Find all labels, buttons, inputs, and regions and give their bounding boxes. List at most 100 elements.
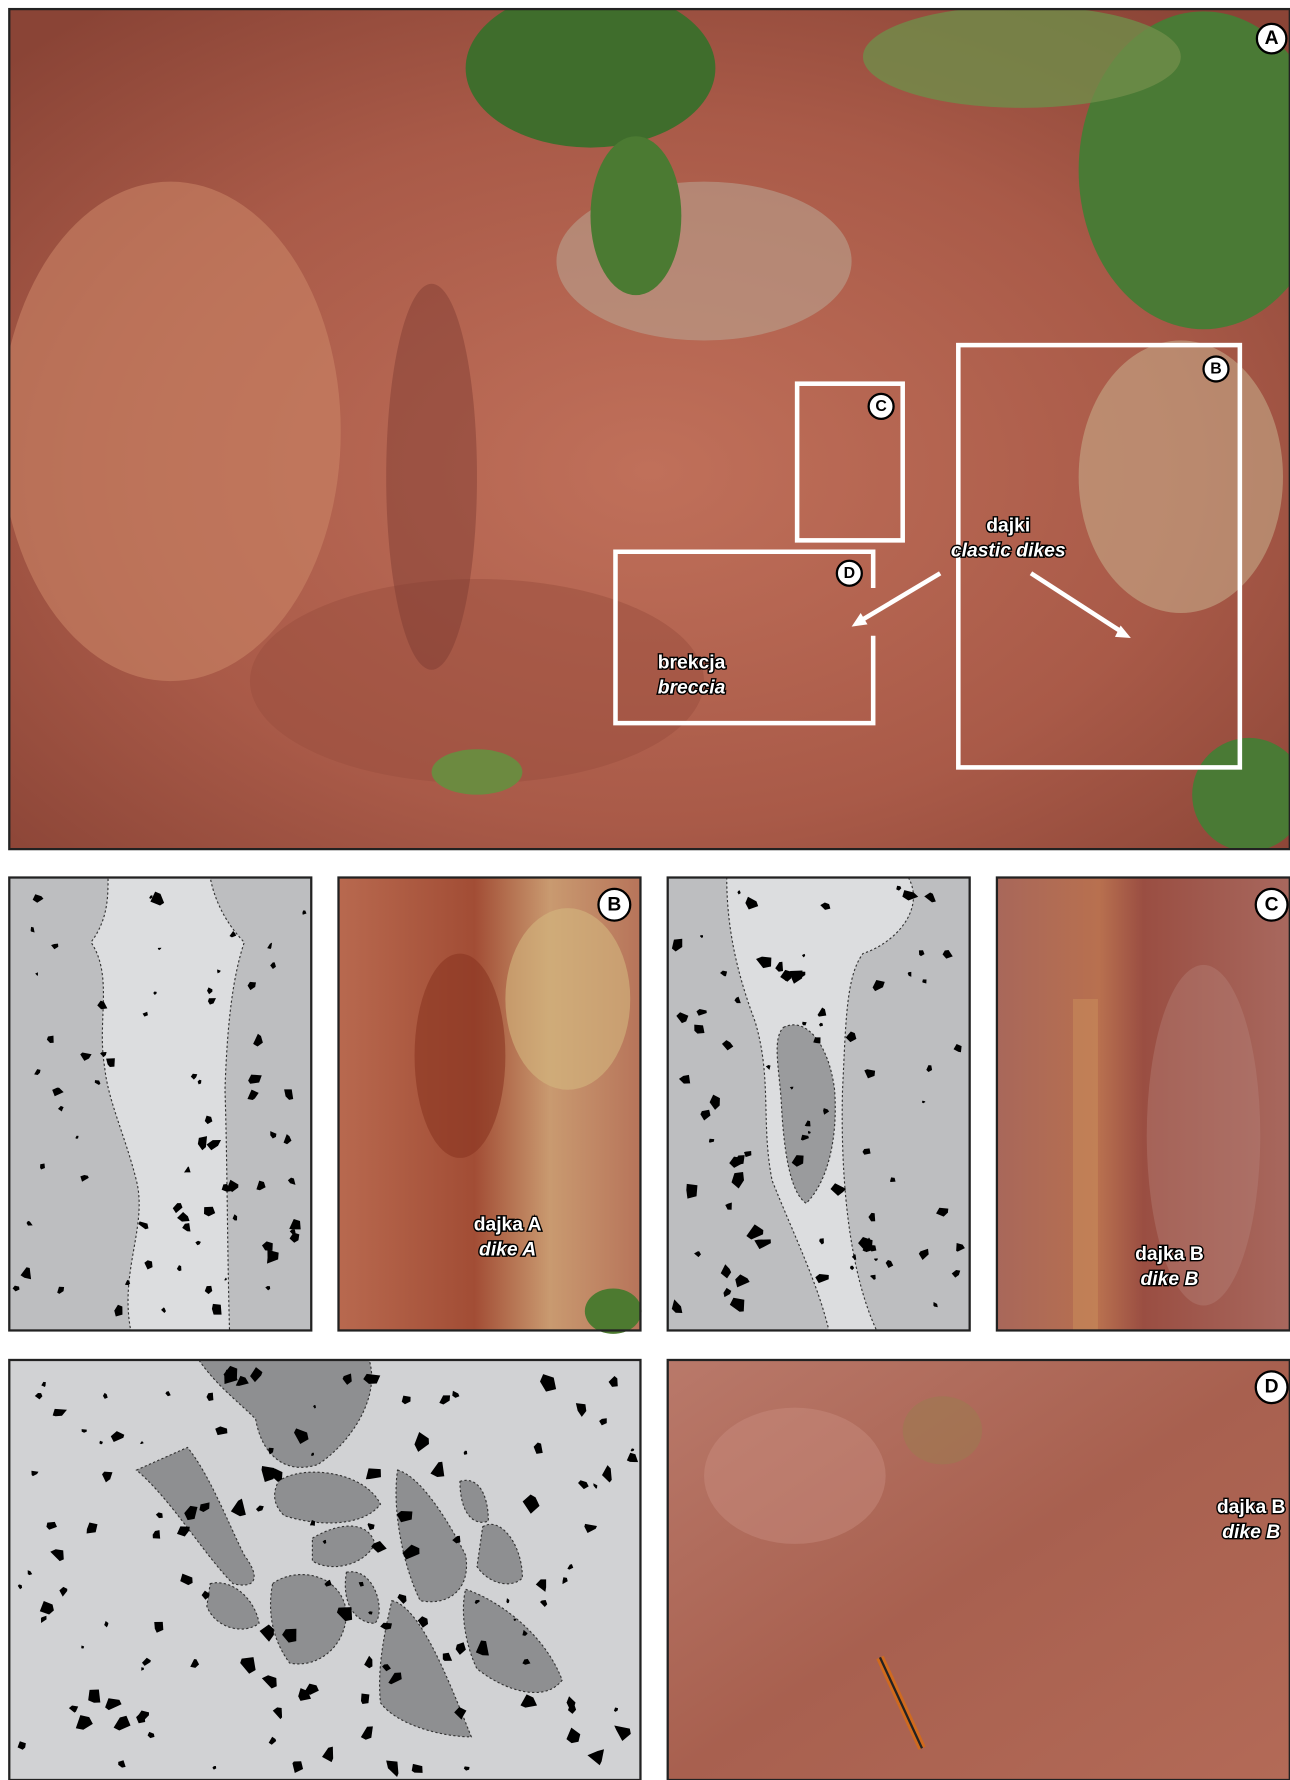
clast [12, 1285, 20, 1292]
panel-letter: D [1265, 1377, 1279, 1398]
clast [918, 950, 925, 957]
clast [155, 1512, 163, 1519]
clast [868, 1245, 877, 1252]
clast [180, 1573, 193, 1586]
clast [215, 1426, 228, 1436]
clast [858, 1237, 873, 1253]
clast [313, 1405, 317, 1409]
clast [86, 1522, 98, 1534]
clast [522, 1494, 540, 1514]
clast [106, 1058, 115, 1067]
clast [206, 1139, 222, 1151]
clast [452, 1535, 461, 1544]
clast [88, 1689, 101, 1703]
clast [696, 1008, 707, 1016]
clast [849, 1265, 855, 1271]
clast [177, 1211, 190, 1222]
clast [463, 1450, 468, 1455]
clast [80, 1175, 89, 1182]
clast [207, 987, 213, 995]
clast [533, 1442, 543, 1454]
clast [951, 1269, 961, 1278]
clast [292, 1761, 304, 1773]
clast [255, 1505, 264, 1512]
clast [35, 972, 39, 976]
clast [271, 1468, 283, 1482]
clast [735, 1274, 750, 1288]
clast [26, 1220, 33, 1226]
clast [522, 1658, 531, 1665]
clast [336, 1607, 353, 1622]
frame [337, 876, 642, 1332]
clast [745, 896, 759, 910]
clast [68, 1705, 79, 1713]
clast [867, 1237, 870, 1241]
clast [141, 1657, 151, 1666]
boxes [613, 342, 1243, 770]
marker-a: A [1255, 22, 1288, 55]
clast [830, 1183, 847, 1196]
label-en: dike A [479, 1240, 536, 1261]
clast [268, 1736, 277, 1745]
clast [153, 991, 157, 996]
clast [442, 1652, 453, 1661]
clast [731, 1171, 744, 1189]
clast [142, 1011, 148, 1017]
clast [819, 1022, 823, 1027]
clast [176, 1265, 182, 1272]
clast [204, 1115, 213, 1125]
clast [700, 1109, 711, 1121]
clast [463, 1766, 470, 1771]
box-letter: C [875, 398, 887, 415]
clast [283, 1134, 292, 1145]
clast [46, 1521, 57, 1530]
label-en: clastic dikes [951, 540, 1066, 561]
clast [235, 1375, 249, 1386]
clast [266, 1249, 279, 1264]
clast [671, 938, 683, 952]
label-en: dike B [1222, 1522, 1280, 1543]
clast [723, 1287, 732, 1298]
clast [190, 1073, 198, 1080]
clast [720, 1264, 732, 1279]
clast [922, 979, 927, 984]
clast [924, 892, 936, 903]
clast [248, 1074, 262, 1084]
clast [217, 969, 221, 974]
clast [261, 1466, 275, 1483]
clast [104, 1620, 109, 1628]
label-pl: dajka B [1135, 1244, 1204, 1265]
clast [694, 1024, 705, 1034]
clast [230, 1498, 246, 1517]
clast [309, 1520, 316, 1526]
label-pl: dajka B [1217, 1497, 1286, 1518]
clast [287, 1177, 296, 1185]
clast [199, 1502, 210, 1512]
clast [203, 1206, 216, 1217]
clast [720, 970, 728, 977]
clast [105, 1698, 122, 1711]
clast [32, 894, 44, 903]
clast [97, 1000, 108, 1010]
clast [506, 1598, 510, 1604]
clast [522, 1629, 528, 1636]
clast [584, 1523, 597, 1533]
clast [801, 953, 806, 958]
clast [936, 1207, 949, 1217]
marker: C [1254, 887, 1289, 922]
clast [17, 1584, 23, 1590]
clast [367, 1523, 375, 1531]
clast [804, 1120, 811, 1127]
box-d [613, 549, 876, 726]
clast [81, 1645, 85, 1649]
clast [397, 1594, 407, 1604]
clast [823, 1108, 830, 1115]
clast [862, 1148, 871, 1155]
clast [195, 1240, 201, 1246]
clast [165, 1391, 171, 1397]
clast [30, 926, 35, 933]
clast [933, 1301, 938, 1308]
clast [539, 1374, 557, 1392]
clast [240, 1657, 256, 1674]
